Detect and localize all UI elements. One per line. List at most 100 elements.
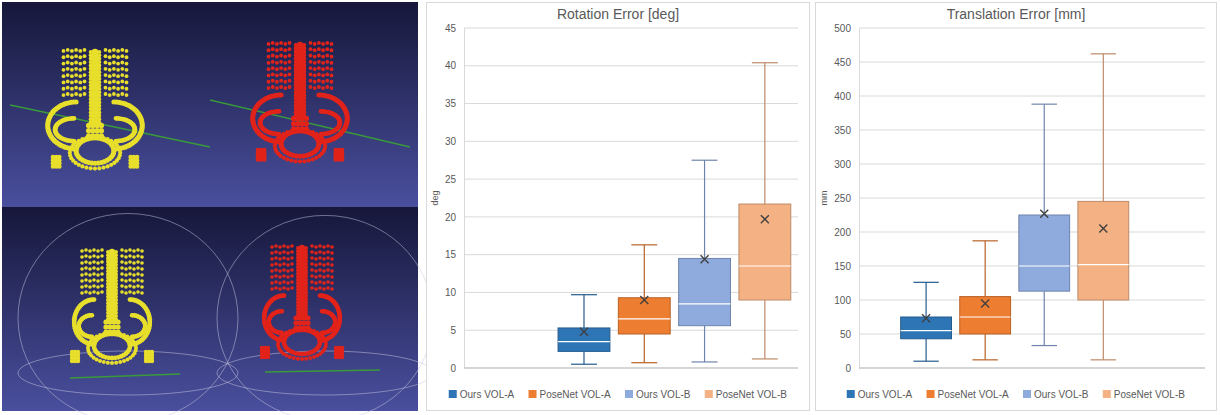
cloud-point: [124, 267, 128, 271]
cloud-point: [322, 263, 326, 267]
x-axis-line: [464, 368, 798, 369]
cloud-point: [289, 159, 293, 163]
whisker-cap-max: [913, 282, 938, 283]
cloud-point: [132, 255, 136, 259]
cloud-point: [310, 244, 314, 248]
cloud-point: [310, 280, 314, 284]
cloud-point: [100, 260, 104, 264]
cloud-point: [283, 48, 287, 52]
grid-line: [464, 141, 798, 142]
tick-label: 250: [834, 193, 851, 204]
cloud-point: [134, 343, 138, 347]
plot-area: 050100150200250300350400450500: [834, 23, 1205, 374]
cloud-point: [314, 275, 318, 279]
cloud-point: [262, 157, 267, 162]
cloud-point: [321, 55, 325, 59]
cloud-point: [311, 157, 315, 161]
guide-axis: [10, 105, 210, 147]
cloud-point: [325, 60, 329, 64]
cloud-point: [322, 287, 326, 291]
cloud-point: [120, 266, 124, 270]
cloud-point: [92, 297, 97, 302]
grid-line: [859, 300, 1205, 301]
cloud-point: [283, 86, 287, 90]
cloud-point: [62, 49, 66, 53]
cloud-point: [322, 245, 326, 249]
cloud-point: [319, 109, 324, 114]
cloud-point: [317, 79, 321, 83]
cloud-point: [125, 49, 129, 53]
cloud-point: [118, 360, 122, 364]
cloud-point: [104, 67, 108, 71]
cloud-point: [84, 284, 88, 288]
cloud-point: [108, 62, 112, 66]
whisker-upper: [583, 295, 584, 328]
cloud-point: [266, 355, 270, 359]
cloud-point: [279, 54, 283, 58]
cloud-point: [318, 244, 322, 248]
cloud-point: [128, 290, 132, 294]
cloud-point: [271, 79, 275, 83]
cloud-point: [140, 267, 144, 271]
cloud-point: [286, 245, 290, 249]
mean-marker: [1099, 225, 1107, 233]
cloud-point: [100, 278, 104, 282]
cloud-point: [112, 92, 116, 96]
cloud-point: [66, 92, 70, 96]
whisker-cap-min: [571, 364, 597, 365]
median: [960, 316, 1011, 317]
cloud-point: [100, 266, 104, 270]
tick: 50: [840, 329, 859, 340]
cloud-point: [80, 137, 84, 141]
cloud-point: [317, 47, 321, 51]
cloud-point: [310, 262, 314, 266]
whisker-cap-max: [631, 244, 657, 245]
cloud-point: [70, 87, 74, 91]
legend-label: PoseNet VOL-B: [716, 389, 787, 400]
cloud-point: [330, 74, 334, 78]
cloud-point: [96, 249, 100, 253]
cloud-point: [96, 285, 100, 289]
tick: 30: [445, 136, 464, 147]
tick-label: 30: [445, 136, 457, 147]
render-panel: [2, 2, 433, 415]
cloud-point: [278, 281, 282, 285]
figure: 051015202530354045degRotation Error [deg…: [0, 0, 1220, 415]
cloud-point: [317, 41, 321, 45]
cloud-point: [321, 61, 325, 65]
cloud-point: [83, 80, 87, 84]
cloud-point: [308, 356, 312, 360]
cloud-point: [120, 254, 124, 258]
cloud-point: [282, 286, 286, 290]
cloud-point: [108, 81, 112, 85]
grid-line: [859, 28, 1205, 29]
cloud-point: [88, 291, 92, 295]
legend-label: PoseNet VOL-A: [540, 389, 611, 400]
tick: 35: [445, 98, 464, 109]
cloud-point: [318, 250, 322, 254]
cloud-point: [313, 80, 317, 84]
cloud-point: [321, 86, 325, 90]
cloud-point: [330, 86, 334, 90]
cloud-point: [277, 109, 282, 114]
cloud-point: [72, 116, 77, 121]
cloud-point: [313, 61, 317, 65]
cloud-point: [267, 61, 271, 65]
cloud-point: [80, 249, 84, 253]
cloud-point: [92, 272, 96, 276]
cloud-point: [83, 73, 87, 77]
cloud-point: [330, 48, 334, 52]
cloud-point: [286, 257, 290, 261]
cloud-point: [111, 99, 116, 104]
grid-line: [464, 103, 798, 104]
cloud-point: [288, 73, 292, 77]
cloud-point: [124, 279, 128, 283]
cloud-point: [309, 47, 313, 51]
cloud-point: [317, 66, 321, 70]
cloud-point: [112, 48, 116, 52]
cloud-point: [274, 286, 278, 290]
cloud-point: [83, 92, 87, 96]
cloud-point: [274, 256, 278, 260]
cloud-point: [274, 244, 278, 248]
cloud-point: [317, 73, 321, 77]
